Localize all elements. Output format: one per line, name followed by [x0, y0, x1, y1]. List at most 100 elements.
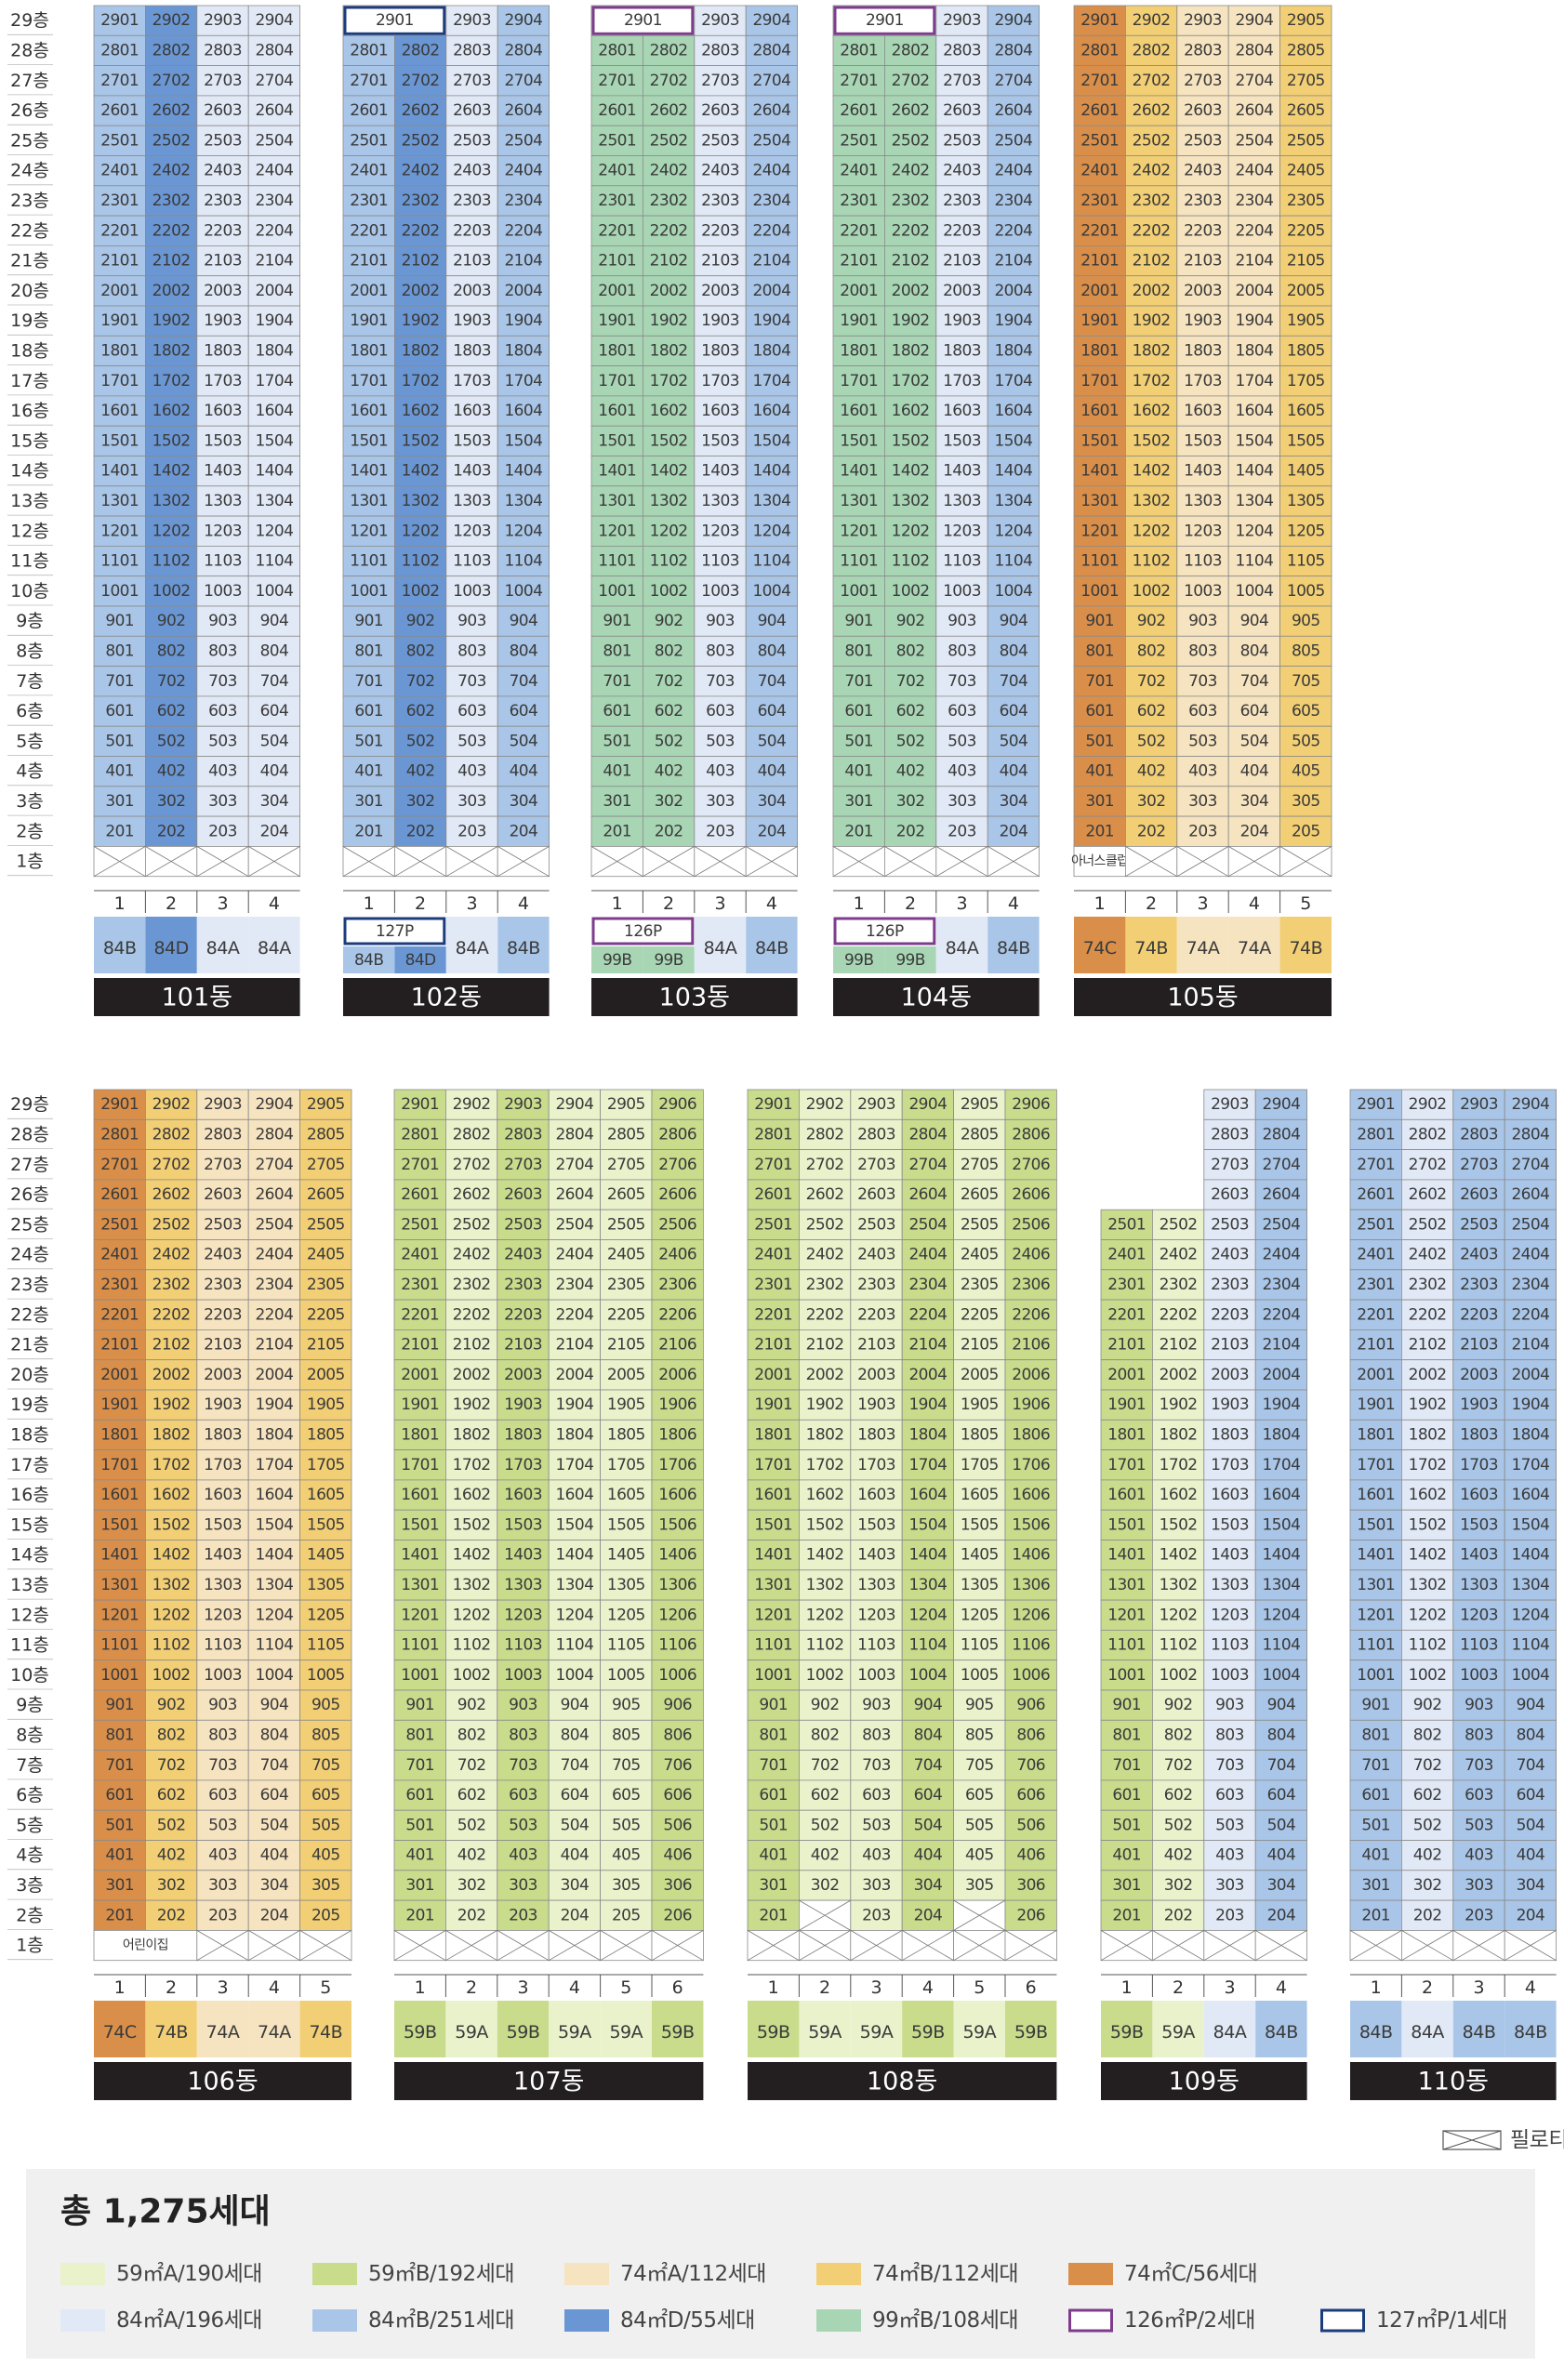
unit-number: 1802 [650, 341, 688, 360]
unit-number: 2705 [307, 1156, 345, 1174]
unit-number: 2501 [350, 131, 388, 150]
unit-number: 1001 [1107, 1666, 1146, 1685]
unit-number: 2602 [152, 101, 191, 120]
unit-number: 1802 [453, 1425, 491, 1444]
unit-number: 1203 [1460, 1606, 1498, 1624]
unit-number: 1801 [1107, 1425, 1146, 1444]
unit-cell [93, 575, 146, 607]
unit-number: 2803 [204, 1125, 242, 1144]
unit-cell [93, 215, 146, 246]
unit-number: 1303 [1211, 1576, 1249, 1594]
line-number: 4 [269, 1977, 280, 1998]
unit-number: 1501 [754, 1515, 792, 1534]
unit-number: 1102 [806, 1636, 844, 1655]
line-number: 2 [466, 1977, 477, 1998]
unit-number: 2401 [100, 1246, 139, 1264]
unit-number: 504 [260, 732, 289, 750]
unit-number: 401 [1112, 1846, 1141, 1865]
unit-number: 403 [1188, 762, 1217, 781]
unit-number: 505 [612, 1816, 641, 1834]
unit-number: 1204 [555, 1606, 593, 1624]
unit-number: 2504 [555, 1215, 593, 1234]
unit-number: 1804 [555, 1425, 593, 1444]
unit-cell [247, 515, 301, 547]
unit-number: 202 [457, 1906, 486, 1924]
piloti-cross [145, 846, 198, 878]
unit-number: 605 [1292, 702, 1320, 721]
unit-number: 1004 [504, 582, 542, 601]
unit-number: 901 [1112, 1696, 1141, 1714]
unit-number: 601 [844, 702, 873, 721]
type-label: 99B [654, 951, 683, 970]
unit-number: 2306 [658, 1276, 696, 1294]
unit-number: 1704 [752, 372, 790, 390]
unit-number: 1202 [1133, 522, 1171, 540]
unit-number: 2705 [961, 1156, 999, 1174]
unit-number: 1502 [1409, 1515, 1447, 1534]
unit-number: 1003 [1460, 1666, 1498, 1685]
unit-number: 2703 [204, 72, 242, 90]
unit-number: 2702 [1133, 72, 1171, 90]
unit-number: 1901 [350, 311, 388, 330]
unit-number: 1803 [1184, 341, 1222, 360]
type-label: 84B [1359, 2022, 1393, 2043]
unit-number: 2302 [892, 192, 930, 210]
unit-number: 1201 [401, 1606, 439, 1624]
building-name: 109동 [1169, 2068, 1239, 2096]
unit-number: 1001 [100, 1666, 139, 1685]
unit-number: 1902 [1160, 1395, 1198, 1414]
type-label: 84B [1463, 2022, 1496, 2043]
floor-label: 26층 [10, 100, 49, 121]
floor-label: 2층 [16, 1905, 44, 1925]
unit-number: 1806 [1012, 1425, 1050, 1444]
unit-number: 302 [157, 1876, 186, 1895]
unit-number: 203 [706, 822, 735, 840]
unit-number: 1003 [504, 1666, 542, 1685]
unit-number: 2403 [204, 162, 242, 180]
unit-number: 1602 [650, 402, 688, 420]
floor-label: 20층 [10, 1365, 49, 1385]
unit-number: 704 [914, 1756, 943, 1775]
unit-number: 1601 [1080, 402, 1119, 420]
unit-number: 2701 [1080, 72, 1119, 90]
unit-cell [643, 515, 696, 547]
unit-cell [196, 245, 249, 277]
unit-number: 1101 [754, 1636, 792, 1655]
unit-number: 2103 [1460, 1336, 1498, 1355]
unit-cell [445, 245, 498, 277]
unit-number: 2301 [754, 1276, 792, 1294]
unit-number: 2806 [1012, 1125, 1050, 1144]
unit-number: 2905 [1287, 11, 1325, 30]
unit-number: 2505 [307, 1215, 345, 1234]
unit-cell [590, 95, 643, 126]
unit-number: 701 [405, 1756, 434, 1775]
unit-number: 1104 [994, 552, 1032, 571]
unit-number: 306 [663, 1876, 692, 1895]
floor-label: 27층 [10, 71, 49, 91]
unit-number: 705 [311, 1756, 340, 1775]
unit-number: 1203 [701, 522, 739, 540]
unit-number: 2203 [943, 221, 981, 240]
type-label: 74B [154, 2022, 188, 2043]
type-label: 74A [206, 2022, 240, 2043]
unit-number: 2102 [650, 252, 688, 271]
line-number: 1 [114, 1977, 126, 1998]
unit-number: 205 [612, 1906, 641, 1924]
unit-number: 704 [758, 672, 787, 691]
unit-number: 902 [457, 1696, 486, 1714]
unit-number: 1901 [1107, 1395, 1146, 1414]
unit-number: 802 [811, 1726, 840, 1744]
unit-number: 402 [655, 762, 683, 781]
line-number: 1 [768, 1977, 779, 1998]
unit-cell [694, 305, 747, 337]
unit-number: 1102 [1133, 552, 1171, 571]
type-label: 84A [1411, 2022, 1444, 2043]
unit-number: 1002 [892, 582, 930, 601]
unit-number: 805 [1292, 641, 1320, 660]
unit-cell [643, 245, 696, 277]
unit-number: 2001 [1080, 282, 1119, 300]
unit-number: 2301 [840, 192, 878, 210]
unit-cell [393, 756, 447, 787]
unit-number: 1904 [1511, 1395, 1549, 1414]
unit-number: 1604 [1511, 1486, 1549, 1504]
